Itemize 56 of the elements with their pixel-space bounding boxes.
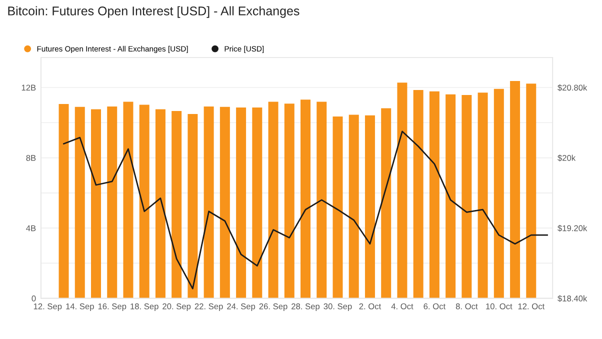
chart-title: Bitcoin: Futures Open Interest [USD] - All Exchanges xyxy=(8,6,300,18)
bar xyxy=(236,108,246,298)
x-tick-label: 12. Oct xyxy=(518,303,545,310)
bar xyxy=(268,102,278,298)
bar xyxy=(91,109,101,298)
x-tick-label: 28. Sep xyxy=(292,303,320,311)
x-tick-label: 24. Sep xyxy=(227,303,256,311)
bar xyxy=(446,94,456,298)
x-tick-label: 20. Sep xyxy=(162,303,191,311)
y-tick-label: 8B xyxy=(26,154,36,161)
bar xyxy=(316,102,327,298)
bar xyxy=(364,115,375,298)
bar xyxy=(172,111,182,298)
bar xyxy=(300,100,311,298)
y-tick-label: 4B xyxy=(26,225,36,232)
x-tick-label: 22. Sep xyxy=(194,303,223,311)
bar xyxy=(220,106,230,298)
x-tick-label: 18. Sep xyxy=(130,303,158,311)
bar xyxy=(139,104,150,298)
bar xyxy=(429,91,440,298)
x-tick-label: 14. Sep xyxy=(66,303,94,311)
bar xyxy=(494,88,504,298)
bar xyxy=(123,102,134,298)
x-tick-label: 4. Oct xyxy=(391,303,414,310)
x-tick-label: 6. Oct xyxy=(424,303,446,310)
x-tick-label: 26. Sep xyxy=(259,303,288,311)
bar xyxy=(381,108,392,298)
x-tick-label: 16. Sep xyxy=(98,303,126,311)
bar xyxy=(332,116,343,298)
x-tick-label: 10. Oct xyxy=(486,303,512,310)
x-tick-label: 12. Sep xyxy=(34,303,62,311)
bar xyxy=(510,80,520,298)
y2-tick-label: $18.40k xyxy=(558,295,588,302)
bar xyxy=(284,104,294,298)
y2-tick-label: $19.20k xyxy=(558,224,588,232)
line-series xyxy=(63,130,548,290)
bar xyxy=(188,114,198,298)
bar xyxy=(397,82,408,298)
bar xyxy=(204,106,214,298)
bar xyxy=(155,109,166,298)
bar xyxy=(462,95,472,298)
bar xyxy=(74,106,85,298)
bar xyxy=(348,114,359,298)
y2-tick-label: $20.80k xyxy=(558,84,588,92)
bar xyxy=(526,84,536,298)
bar xyxy=(107,106,118,298)
x-tick-label: 8. Oct xyxy=(456,303,478,310)
x-tick-label: 2. Oct xyxy=(359,303,382,310)
bar xyxy=(413,90,424,298)
x-tick-label: 30. Sep xyxy=(324,303,352,311)
y2-tick-label: $20k xyxy=(558,154,576,162)
bar xyxy=(252,108,262,298)
y-tick-label: 12B xyxy=(22,84,36,91)
bar xyxy=(58,104,69,298)
bar xyxy=(478,92,488,298)
y-tick-label: 0 xyxy=(32,296,36,302)
